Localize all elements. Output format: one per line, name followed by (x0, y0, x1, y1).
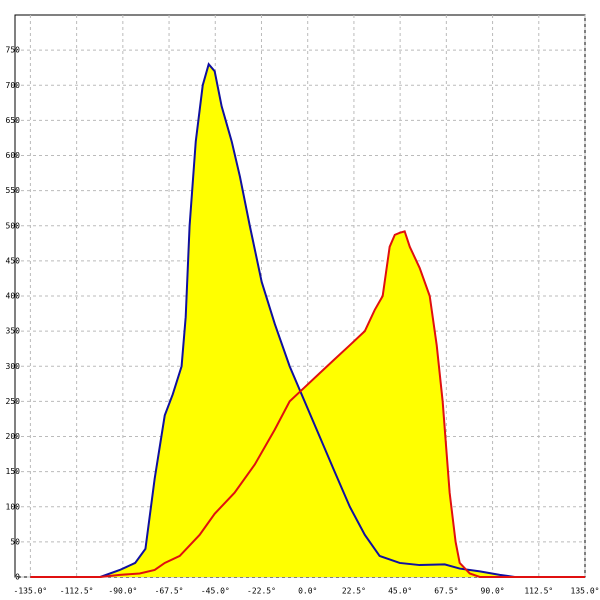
y-tick-label: 400 (6, 292, 21, 301)
y-tick-label: 100 (6, 502, 21, 511)
y-tick-label: 550 (6, 186, 21, 195)
y-tick-label: 600 (6, 151, 21, 160)
y-tick-label: 150 (6, 467, 21, 476)
x-tick-label: 22.5° (342, 587, 366, 596)
y-tick-label: 750 (6, 46, 21, 55)
x-tick-label: -135.0° (14, 587, 48, 596)
series-line (30, 230, 585, 578)
area-fill (100, 64, 515, 578)
y-tick-label: 50 (10, 537, 20, 546)
x-tick-label: 112.5° (524, 587, 553, 596)
x-tick-label: 90.0° (481, 587, 505, 596)
y-tick-label: 0 (15, 573, 20, 582)
x-tick-label: -22.5° (247, 587, 276, 596)
series-line (99, 62, 515, 578)
y-tick-label: 350 (6, 327, 21, 336)
y-tick-label: 500 (6, 221, 21, 230)
x-tick-label: 0.0° (298, 587, 317, 596)
x-tick-label: 135.0° (571, 587, 600, 596)
y-tick-label: 250 (6, 397, 21, 406)
x-tick-label: -67.5° (155, 587, 184, 596)
y-tick-label: 450 (6, 256, 21, 265)
x-tick-label: -112.5° (60, 587, 94, 596)
x-tick-label: -45.0° (201, 587, 230, 596)
x-tick-label: -90.0° (108, 587, 137, 596)
area-fill (30, 231, 586, 577)
x-tick-label: 67.5° (434, 587, 458, 596)
y-tick-label: 650 (6, 116, 21, 125)
y-tick-label: 700 (6, 81, 21, 90)
y-tick-label: 200 (6, 432, 21, 441)
y-tick-label: 300 (6, 362, 21, 371)
x-tick-label: 45.0° (388, 587, 412, 596)
